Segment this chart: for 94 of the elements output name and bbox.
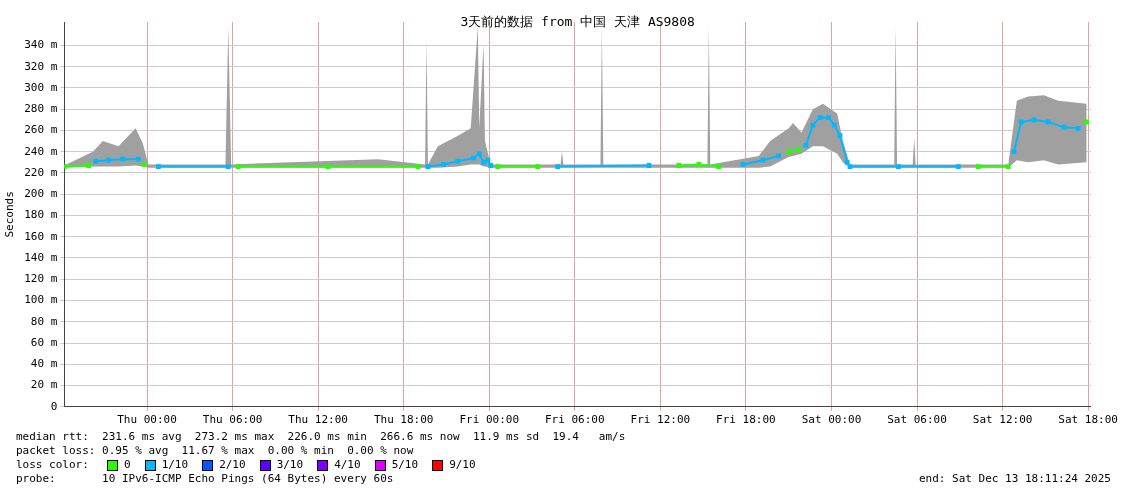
point: [471, 155, 476, 161]
x-tick-label: Thu 18:00: [373, 413, 434, 427]
point: [495, 164, 501, 169]
y-tick-label: 100 m: [24, 293, 58, 307]
point: [1075, 125, 1081, 131]
point: [141, 162, 147, 167]
x-tick-label: Fri 18:00: [716, 413, 776, 427]
point: [488, 163, 494, 168]
legend-label: 5/10: [391, 458, 419, 472]
text: probe: 10 IPv6-ICMP Echo Pings (64 Bytes) every 60s: [16, 472, 394, 485]
point: [86, 163, 91, 168]
x-tick-label: Sat 06:00: [887, 413, 947, 427]
point: [235, 164, 241, 169]
point: [535, 164, 541, 169]
y-tick-label: 220 m: [24, 165, 58, 179]
point: [847, 164, 853, 169]
legend-label: 0: [124, 458, 131, 472]
point: [975, 164, 981, 169]
point: [93, 158, 99, 164]
y-tick-label: 180 m: [24, 208, 58, 222]
point: [415, 164, 421, 169]
legend-label: 4/10: [334, 458, 361, 472]
point: [1084, 119, 1090, 125]
point: [646, 163, 652, 168]
legend-label: 2/10: [219, 458, 246, 472]
point: [1045, 119, 1051, 125]
point: [817, 115, 823, 121]
point: [796, 147, 802, 152]
x-tick-label: Sat 12:00: [972, 413, 1033, 427]
legend-label: 9/10: [449, 458, 476, 472]
y-tick-label: 140 m: [24, 250, 58, 264]
point: [1018, 119, 1024, 125]
point: [485, 157, 491, 163]
chart-title: 3天前的数据 from 中国 天津 AS9808: [460, 14, 695, 29]
x-tick-label: Thu 00:00: [117, 413, 177, 427]
point: [831, 122, 837, 128]
x-tick-label: Fri 00:00: [459, 413, 520, 427]
y-tick-label: 200 m: [24, 187, 58, 201]
x-tick-label: Thu 12:00: [288, 413, 348, 427]
point: [325, 164, 331, 169]
point: [740, 162, 746, 167]
x-tick-label: Sat 18:00: [1058, 413, 1118, 427]
legend-label: 3/10: [276, 458, 304, 472]
y-tick-label: 320 m: [24, 59, 58, 73]
x-tick-label: Sat 00:00: [801, 413, 862, 427]
point: [1005, 164, 1011, 169]
point: [696, 162, 702, 167]
text: end: Sat Dec 13 18:11:24 2025: [918, 472, 1111, 486]
y-tick-label: 120 m: [24, 272, 58, 286]
point: [120, 156, 126, 162]
y-tick-label: 240 m: [24, 144, 58, 158]
point: [455, 158, 461, 164]
x-tick-label: Fri 12:00: [630, 413, 691, 427]
point: [826, 115, 832, 121]
y-tick-label: 40 m: [30, 357, 58, 371]
point: [476, 151, 482, 157]
y-tick-label: 0: [50, 399, 58, 413]
y-axis-title: Seconds: [3, 191, 17, 238]
point: [481, 159, 486, 165]
point: [441, 162, 447, 167]
x-tick-label: Thu 06:00: [202, 413, 263, 427]
point: [844, 159, 850, 165]
point: [955, 164, 961, 169]
point: [136, 156, 141, 162]
point: [1061, 124, 1067, 130]
point: [786, 149, 792, 155]
point: [776, 153, 782, 159]
point: [156, 164, 161, 169]
y-tick-label: 300 m: [24, 80, 58, 94]
point: [810, 122, 816, 128]
x-tick-label: Fri 06:00: [544, 413, 605, 427]
y-tick-label: 160 m: [24, 229, 58, 243]
y-tick-label: 80 m: [30, 314, 58, 328]
point: [803, 142, 809, 148]
point: [225, 164, 231, 169]
point: [106, 157, 111, 163]
point: [760, 157, 766, 163]
point: [676, 163, 682, 168]
legend-title: loss color:: [16, 458, 90, 472]
text: median rtt: 231.6 ms avg 273.2 ms max 226.0 ms min 266.6 ms now 11.9 ms sd 19.4 am/s: [16, 430, 627, 444]
y-tick-label: 280 m: [24, 102, 58, 116]
point: [837, 133, 843, 139]
point: [716, 164, 722, 169]
text: packet loss: 0.95 % avg 11.67 % max 0.00 % min 0.00 % now: [16, 444, 415, 458]
point: [1031, 117, 1037, 123]
y-tick-label: 20 m: [30, 378, 58, 392]
point: [425, 164, 431, 169]
point: [896, 164, 901, 169]
y-tick-label: 340 m: [24, 38, 58, 52]
legend-label: 1/10: [161, 458, 189, 472]
y-tick-label: 260 m: [24, 123, 58, 137]
point: [555, 164, 561, 169]
point: [1011, 149, 1017, 155]
y-tick-label: 60 m: [30, 335, 58, 349]
